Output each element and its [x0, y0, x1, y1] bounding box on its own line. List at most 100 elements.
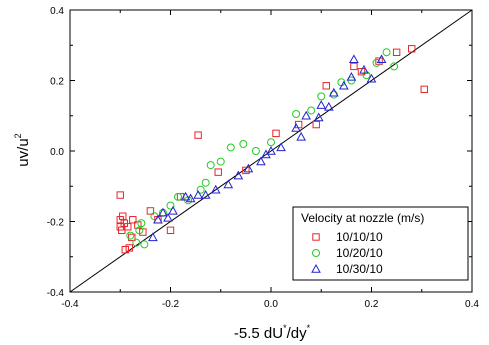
data-point-triangle — [185, 193, 196, 203]
data-point-triangle — [359, 64, 369, 74]
data-point-triangle — [339, 80, 349, 90]
data-point-triangle — [296, 131, 306, 141]
data-point-triangle — [301, 110, 312, 120]
data-point-circle — [317, 92, 326, 101]
data-point-square — [375, 57, 383, 65]
data-point-triangle — [366, 73, 377, 83]
x-axis-label-part1: -5.5 dU — [234, 325, 283, 342]
data-point-circle — [132, 238, 141, 247]
data-point-square — [194, 131, 202, 139]
x-tick-label: -0.2 — [162, 299, 180, 310]
data-point-circle — [166, 201, 175, 210]
data-point-square — [350, 62, 358, 71]
legend: Velocity at nozzle (m/s) 10/10/10 10/20/1… — [292, 206, 469, 281]
data-point-square — [420, 85, 428, 94]
data-point-triangle — [316, 100, 327, 109]
data-point-triangle — [266, 145, 276, 155]
x-tick-label: 0.0 — [264, 299, 278, 310]
data-point-triangle — [200, 190, 211, 199]
data-point-square — [166, 226, 175, 235]
data-point-square — [119, 212, 127, 220]
data-point-square — [408, 45, 416, 53]
y-axis-label-main: uv/u — [15, 138, 32, 166]
data-point-circle — [226, 143, 235, 152]
data-point-square — [242, 166, 250, 175]
x-axis-label-part2: /dy — [287, 325, 308, 342]
legend-entries: 10/10/10 10/20/10 10/30/10 — [311, 230, 383, 276]
plot-area: -0.4 -0.2 0.0 0.2 0.4 -0.4 -0.2 0.0 0.2 0.4 — [47, 6, 480, 310]
reference-line — [69, 9, 473, 293]
data-point-triangle — [210, 184, 221, 194]
series-10/10/10 — [116, 45, 428, 254]
data-point-triangle — [323, 101, 334, 111]
data-point-circle — [174, 192, 183, 201]
data-point-square — [125, 244, 133, 252]
y-tick-label: 0.2 — [50, 77, 64, 88]
data-point-triangle — [193, 190, 203, 199]
data-point-triangle — [148, 232, 158, 242]
data-point-triangle — [349, 54, 359, 64]
data-point-circle — [140, 240, 149, 249]
data-point-triangle — [313, 112, 324, 122]
data-point-square — [121, 246, 129, 254]
series-10/30/10 — [148, 54, 387, 242]
x-tick-label: 0.2 — [365, 299, 379, 310]
data-point-circle — [267, 138, 275, 147]
x-tick-label: 0.4 — [465, 299, 479, 310]
y-axis-label: uv/u2 — [13, 133, 32, 166]
data-point-circle — [206, 161, 215, 170]
data-point-circle — [216, 157, 225, 166]
data-point-circle — [292, 109, 301, 118]
data-point-circle — [239, 139, 248, 148]
data-point-square — [129, 216, 137, 224]
data-point-square — [392, 48, 401, 56]
data-point-circle — [201, 178, 210, 187]
y-axis-label-sup: 2 — [13, 133, 23, 138]
data-point-square — [312, 120, 320, 129]
legend-label: 10/20/10 — [336, 246, 383, 260]
data-point-square — [116, 191, 124, 199]
data-point-circle — [329, 90, 338, 99]
data-point-triangle — [328, 87, 339, 97]
x-axis-label: -5.5 dU*/dy* — [234, 323, 311, 342]
data-point-triangle — [168, 205, 178, 215]
data-point-circle — [390, 62, 399, 71]
legend-label: 10/10/10 — [336, 230, 383, 244]
data-point-square — [146, 207, 155, 215]
data-point-circle — [382, 48, 391, 57]
data-point-triangle — [276, 142, 286, 152]
data-point-circle — [126, 231, 135, 240]
data-point-triangle — [243, 163, 254, 173]
data-point-triangle — [256, 156, 266, 166]
legend-title: Velocity at nozzle (m/s) — [301, 211, 424, 225]
data-point-circle — [362, 71, 371, 80]
data-point-square — [272, 129, 280, 138]
data-point-triangle — [346, 71, 357, 81]
data-point-triangle — [163, 212, 173, 222]
data-point-circle — [135, 226, 144, 235]
data-point-circle — [196, 185, 205, 194]
y-tick-label: -0.2 — [47, 218, 65, 229]
x-tick-label: -0.4 — [61, 299, 79, 310]
data-point-triangle — [158, 207, 168, 217]
series-10/20/10 — [126, 48, 399, 249]
data-point-triangle — [180, 191, 191, 201]
data-point-triangle — [291, 123, 301, 132]
data-point-square — [124, 223, 132, 231]
data-point-circle — [251, 147, 260, 155]
x-axis-label-sup2: * — [307, 323, 311, 333]
data-point-circle — [307, 106, 316, 115]
y-tick-label: 0.0 — [50, 147, 64, 158]
legend-marker-triangle — [311, 263, 321, 273]
data-point-triangle — [376, 54, 387, 64]
data-point-triangle — [223, 179, 234, 189]
legend-marker-circle — [312, 249, 320, 257]
data-point-triangle — [153, 214, 163, 224]
data-point-square — [322, 82, 330, 90]
data-point-square — [128, 233, 136, 242]
y-tick-label: 0.4 — [50, 6, 64, 17]
data-point-square — [214, 168, 222, 176]
legend-marker-square — [312, 233, 320, 241]
legend-label: 10/30/10 — [336, 262, 383, 276]
